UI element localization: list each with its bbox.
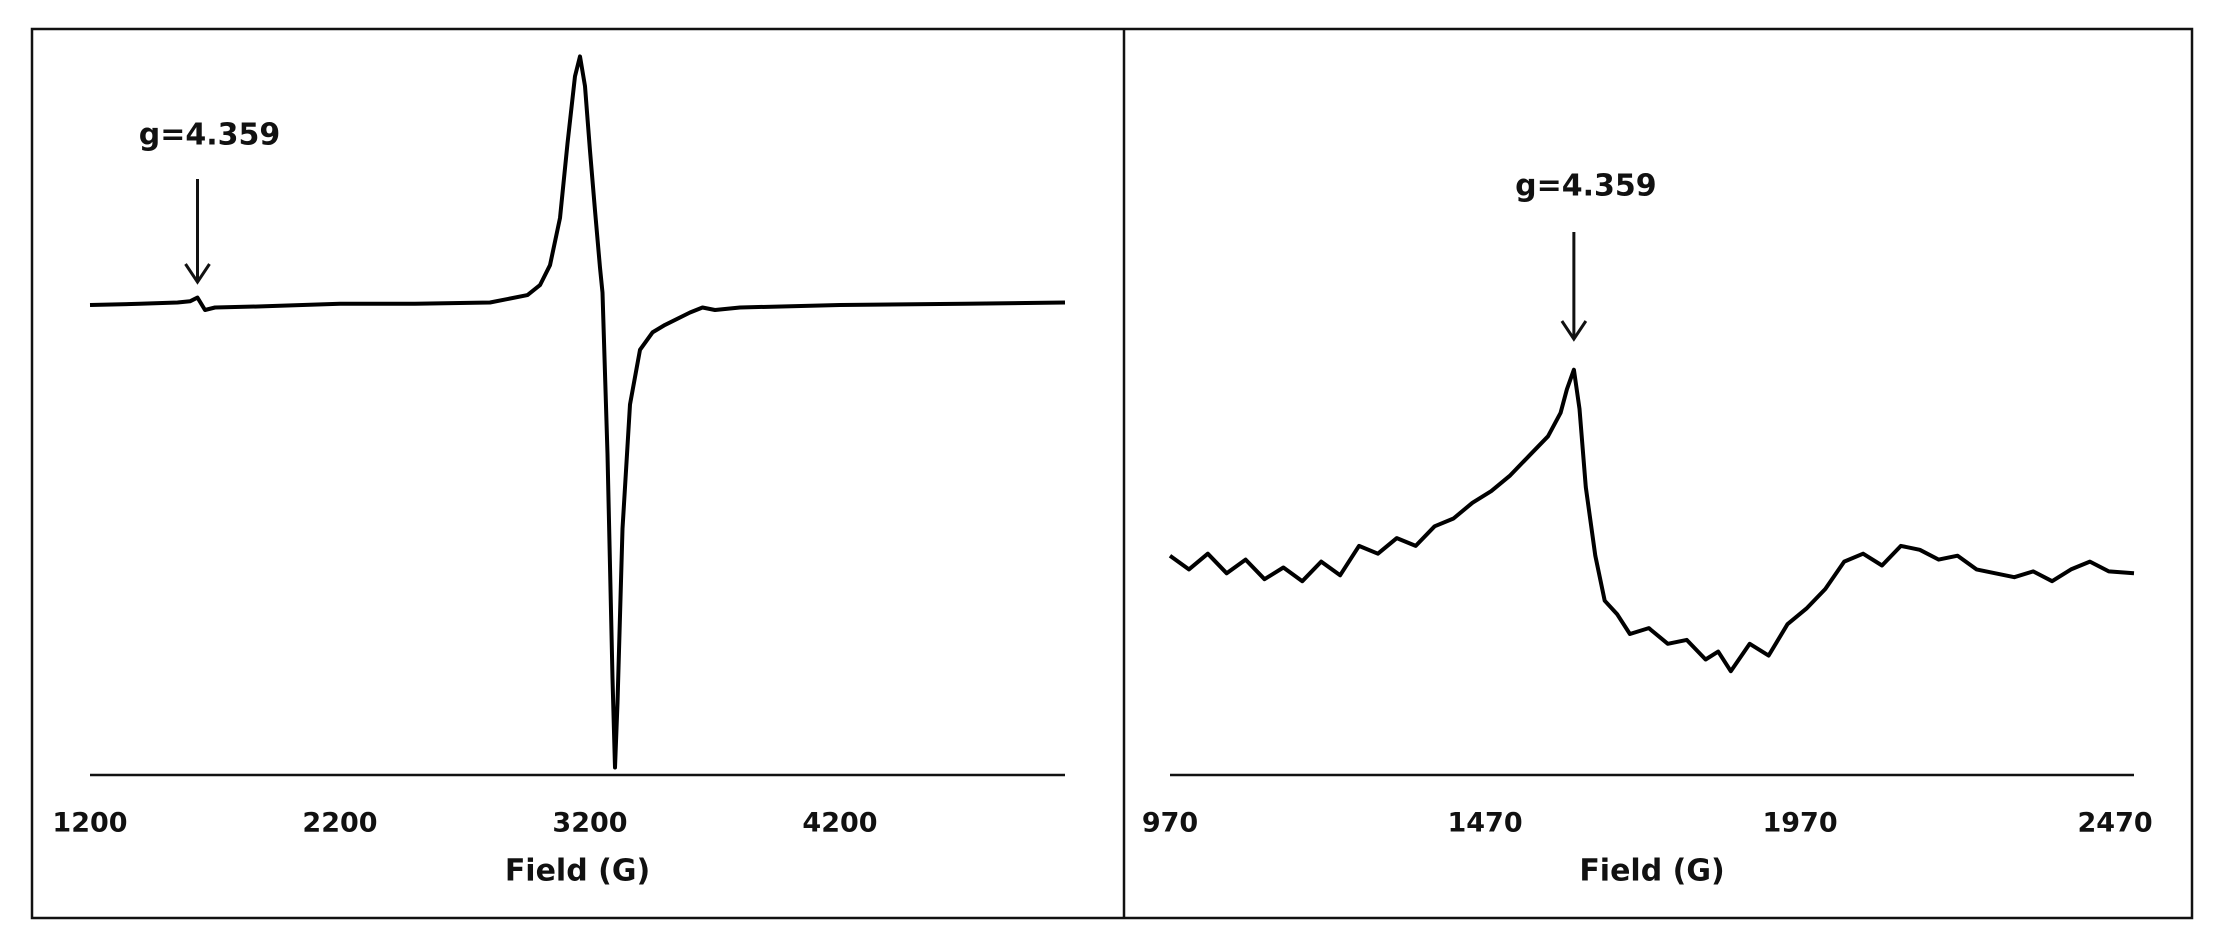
x-axis-title: Field (G)	[505, 854, 650, 889]
annotation-arrowhead	[184, 263, 211, 285]
x-tick-label: 3200	[552, 808, 627, 839]
x-tick-label: 2200	[302, 808, 377, 839]
annotation: g=4.359	[139, 118, 281, 153]
frame	[30, 27, 2194, 920]
x-tick-label: 970	[1142, 808, 1198, 839]
annotation: g=4.359	[1515, 169, 1657, 204]
spectrum-line	[89, 54, 1066, 770]
x-axis-title: Field (G)	[1579, 854, 1724, 889]
x-tick-label: 4200	[802, 808, 877, 839]
spectrum-line	[1168, 367, 2135, 674]
x-tick-label: 1970	[1762, 808, 1837, 839]
x-tick-label: 1200	[52, 808, 127, 839]
x-tick-label: 1470	[1447, 808, 1522, 839]
x-tick-label: 2470	[2078, 808, 2153, 839]
annotation-arrowhead	[1560, 320, 1588, 342]
